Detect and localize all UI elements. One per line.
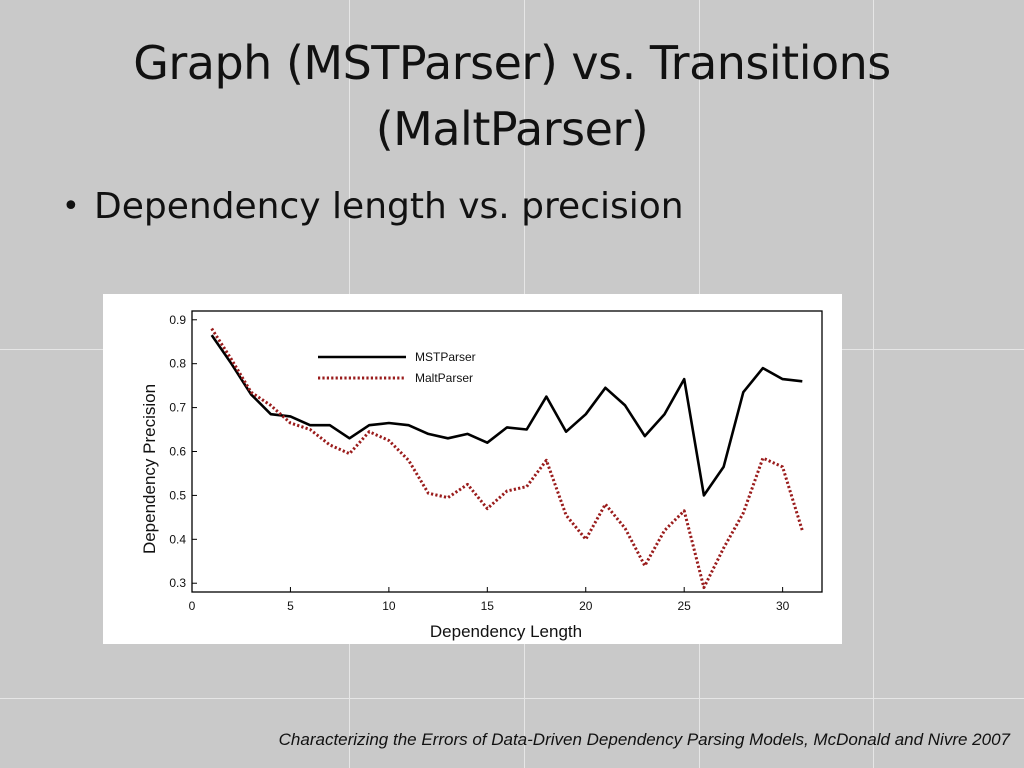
series-line-mstparser <box>210 334 803 497</box>
bullet-text: Dependency length vs. precision <box>94 186 684 227</box>
x-tick-label: 5 <box>287 599 294 613</box>
slide-grid-line <box>873 0 874 768</box>
y-tick-label: 0.3 <box>169 576 186 590</box>
y-tick-label: 0.5 <box>169 488 186 502</box>
bullet-dot-icon: • <box>62 189 80 224</box>
y-tick-label: 0.4 <box>169 532 186 546</box>
y-tick-label: 0.6 <box>169 445 186 459</box>
x-tick-label: 25 <box>678 599 692 613</box>
x-tick-label: 15 <box>481 599 495 613</box>
y-axis-label: Dependency Precision <box>140 384 159 554</box>
x-tick-label: 20 <box>579 599 593 613</box>
y-tick-label: 0.8 <box>169 357 186 371</box>
slide-title: Graph (MSTParser) vs. Transitions (MaltP… <box>133 36 891 156</box>
y-tick-label: 0.7 <box>169 401 186 415</box>
legend-label: MaltParser <box>415 371 473 385</box>
x-tick-label: 0 <box>189 599 196 613</box>
slide-grid-line <box>0 698 1024 699</box>
line-chart: 0.3 0.4 0.5 0.6 0.7 0.8 0.9 0 5 10 15 20 25 30 MSTPa… <box>140 310 823 641</box>
chart-figure: 0.3 0.4 0.5 0.6 0.7 0.8 0.9 0 5 10 15 20 25 30 MSTPa… <box>103 294 842 644</box>
y-tick-label: 0.9 <box>169 313 186 327</box>
x-tick-label: 10 <box>382 599 396 613</box>
legend-label: MSTParser <box>415 350 476 364</box>
bullet-list: • Dependency length vs. precision <box>62 186 684 227</box>
series-line-maltparser <box>210 327 804 590</box>
x-tick-label: 30 <box>776 599 790 613</box>
x-axis-label: Dependency Length <box>430 622 582 641</box>
citation: Characterizing the Errors of Data-Driven… <box>278 730 1010 749</box>
bullet-item: • Dependency length vs. precision <box>62 186 684 227</box>
